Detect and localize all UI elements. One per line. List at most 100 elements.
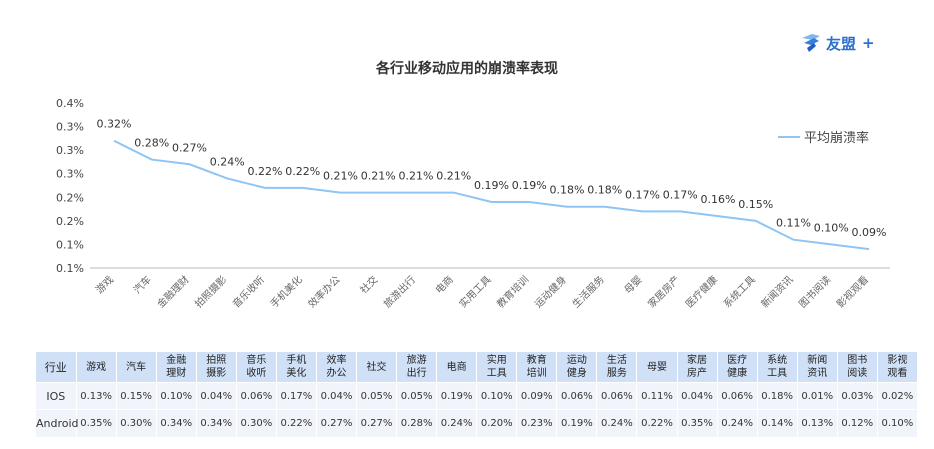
- table-header-cell: 社交: [356, 352, 398, 383]
- table-cell: 0.19%: [556, 409, 598, 438]
- x-tick-label: 汽车: [131, 273, 154, 296]
- x-tick-label: 图书阅读: [796, 273, 833, 310]
- table-header-cell: 实用 工具: [476, 352, 518, 383]
- table-row-header: Android: [36, 409, 79, 438]
- data-label: 0.22%: [248, 165, 283, 178]
- table-row-android: Android 0.35% 0.30% 0.34% 0.34% 0.30% 0.22% 0.2…: [36, 409, 919, 438]
- table-cell: 0.09%: [516, 382, 558, 410]
- x-tick-label: 母婴: [622, 274, 645, 297]
- table-header-cell: 家居 房产: [677, 352, 718, 383]
- table-header-cell: 金融 理财: [156, 352, 197, 383]
- crash-rate-line-chart: 0.1% 0.1% 0.2% 0.2% 0.3% 0.3% 0.3% 0.4% 游戏 汽车 金融理…: [56, 97, 890, 310]
- data-label: 0.32%: [97, 118, 132, 131]
- x-tick-label: 系统工具: [720, 273, 757, 310]
- table-cell: 0.24%: [596, 409, 638, 438]
- legend: 平均崩溃率: [778, 130, 869, 146]
- data-label: 0.09%: [852, 226, 887, 239]
- data-label: 0.21%: [361, 170, 396, 183]
- logo-plus: +: [862, 34, 875, 52]
- x-tick-label: 旅游出行: [381, 273, 418, 310]
- data-labels: 0.32%0.28% 0.27%0.24%0.22% 0.22% 0.21% 0.21%…: [97, 118, 887, 239]
- series-line-average-crash-rate: [113, 139, 870, 251]
- table-cell: 0.20%: [476, 409, 518, 438]
- data-label: 0.18%: [550, 184, 585, 197]
- table-header-cell: 效率 办公: [316, 352, 358, 383]
- data-label: 0.19%: [474, 179, 509, 192]
- table-cell: 0.01%: [797, 382, 838, 410]
- table-cell: 0.18%: [757, 382, 798, 410]
- y-tick-label: 0.2%: [56, 191, 84, 204]
- data-label: 0.27%: [172, 141, 207, 154]
- table-cell: 0.06%: [556, 382, 598, 410]
- table-cell: 0.30%: [116, 409, 157, 438]
- table-row-header: IOS: [36, 382, 77, 410]
- table-cell: 0.22%: [636, 409, 678, 438]
- table-cell: 0.13%: [76, 382, 117, 410]
- data-label: 0.18%: [587, 184, 622, 197]
- table-cell: 0.19%: [436, 382, 478, 410]
- table-header-cell: 游戏: [76, 352, 117, 383]
- data-label: 0.28%: [134, 137, 169, 150]
- table-cell: 0.10%: [877, 409, 919, 438]
- table-cell: 0.27%: [356, 409, 398, 438]
- bird-logo-icon: [802, 34, 820, 52]
- table-header-cell: 电商: [436, 352, 478, 383]
- x-tick-label: 教育培训: [494, 273, 531, 310]
- table-cell: 0.24%: [436, 409, 478, 438]
- table-header-cell: 医疗 健康: [717, 352, 758, 383]
- table-row-ios: IOS 0.13% 0.15% 0.10% 0.04% 0.06% 0.17% 0.04% 0.…: [36, 382, 919, 410]
- y-tick-label: 0.3%: [56, 121, 84, 134]
- x-tick-label: 电商: [433, 273, 456, 296]
- table-cell: 0.28%: [396, 409, 438, 438]
- x-tick-label: 社交: [357, 273, 380, 296]
- table-cell: 0.02%: [877, 382, 919, 410]
- table-header-cell: 手机 美化: [276, 352, 317, 383]
- table-cell: 0.04%: [677, 382, 718, 410]
- y-tick-label: 0.3%: [56, 144, 84, 157]
- x-tick-label: 生活服务: [569, 273, 606, 310]
- table-header-cell: 系统 工具: [757, 352, 798, 383]
- table-cell: 0.14%: [757, 409, 798, 438]
- data-label: 0.19%: [512, 179, 547, 192]
- x-tick-label: 效率办公: [305, 273, 342, 310]
- data-label: 0.17%: [625, 188, 660, 201]
- chart-title: 各行业移动应用的崩溃率表现: [376, 61, 558, 77]
- table-header-cell: 生活 服务: [596, 352, 638, 383]
- table-cell: 0.27%: [316, 409, 358, 438]
- x-tick-label: 家居房产: [645, 273, 682, 310]
- table-cell: 0.17%: [276, 382, 317, 410]
- table-cell: 0.13%: [797, 409, 838, 438]
- table-cell: 0.35%: [76, 409, 117, 438]
- table-header-row: 行业 游戏 汽车 金融 理财 拍照 摄影 音乐 收听 手机 美化 效率 办公 社交 旅游 出行 电商 实用 工具 教育…: [36, 352, 919, 383]
- x-tick-label: 音乐收听: [230, 273, 267, 310]
- table-header-cell: 图书 阅读: [837, 352, 878, 383]
- table-cell: 0.10%: [156, 382, 197, 410]
- x-tick-label: 拍照摄影: [192, 273, 229, 310]
- data-label: 0.17%: [663, 188, 698, 201]
- y-tick-label: 0.1%: [56, 262, 84, 275]
- table-header-cell: 音乐 收听: [236, 352, 277, 383]
- table-cell: 0.35%: [677, 409, 718, 438]
- y-tick-label: 0.1%: [56, 238, 84, 251]
- table-header-cell: 教育 培训: [516, 352, 558, 383]
- umeng-logo: 友盟 +: [800, 30, 875, 56]
- table-header-cell: 旅游 出行: [396, 352, 438, 383]
- logo-brand-text: 友盟: [826, 34, 857, 53]
- table-header-corner: 行业: [36, 352, 77, 383]
- table-cell: 0.06%: [596, 382, 638, 410]
- x-tick-label: 游戏: [93, 273, 116, 296]
- table-cell: 0.22%: [276, 409, 317, 438]
- table-cell: 0.04%: [196, 382, 237, 410]
- table-header-cell: 运动 健身: [556, 352, 598, 383]
- data-label: 0.21%: [399, 170, 434, 183]
- x-tick-label: 手机美化: [267, 273, 304, 310]
- x-axis: 游戏 汽车 金融理财 拍照摄影 音乐收听 手机美化 效率办公 社交 旅游出行 电商 实用工具 教育培训…: [93, 273, 871, 310]
- data-label: 0.15%: [738, 198, 773, 211]
- table-cell: 0.34%: [156, 409, 197, 438]
- table-cell: 0.05%: [396, 382, 438, 410]
- y-tick-label: 0.4%: [56, 97, 84, 110]
- x-tick-label: 实用工具: [456, 273, 493, 310]
- data-label: 0.24%: [210, 155, 245, 168]
- table-cell: 0.15%: [116, 382, 157, 410]
- x-tick-label: 运动健身: [532, 273, 569, 310]
